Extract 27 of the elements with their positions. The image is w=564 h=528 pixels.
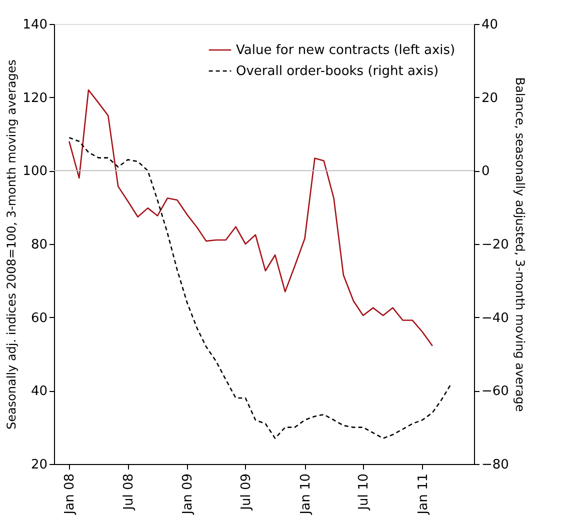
x-tick-label: Jul 08 [121, 474, 136, 511]
y-tick-label: 140 [22, 18, 48, 32]
legend-label: Overall order-books (right axis) [236, 64, 439, 79]
y2-tick-label: −20 [482, 238, 509, 252]
y2-tick-label: 0 [482, 164, 490, 180]
y-tick-label: 100 [22, 164, 48, 180]
x-tick-label: Jan 09 [180, 474, 196, 516]
x-tick-label: Jan 11 [416, 474, 431, 516]
x-tick-label: Jan 08 [62, 474, 78, 516]
x-tick-label: Jan 10 [298, 474, 314, 516]
y2-tick-label: −80 [482, 458, 509, 472]
y2-tick-label: −60 [482, 384, 509, 400]
y-axis-title: Seasonally adj. indices 2008=100, 3-month moving averages [4, 59, 19, 430]
x-tick-label: Jul 09 [238, 474, 254, 511]
y-tick-label: 60 [30, 310, 48, 326]
y-tick-label: 20 [30, 458, 48, 472]
line-series [68, 89, 434, 347]
legend-label: Value for new contracts (left axis) [236, 43, 456, 58]
y2-tick-label: −40 [482, 310, 509, 326]
y-tick-label: 80 [30, 238, 48, 252]
y2-axis-title: Balance, seasonally adjusted, 3-month moving average [512, 77, 527, 412]
y-tick-label: 120 [22, 90, 48, 106]
y2-tick-label: 20 [482, 90, 498, 106]
x-tick-label: Jul 10 [356, 474, 372, 511]
y-tick-label: 40 [30, 384, 48, 400]
y2-tick-label: 40 [482, 18, 498, 32]
line-series [68, 137, 452, 439]
